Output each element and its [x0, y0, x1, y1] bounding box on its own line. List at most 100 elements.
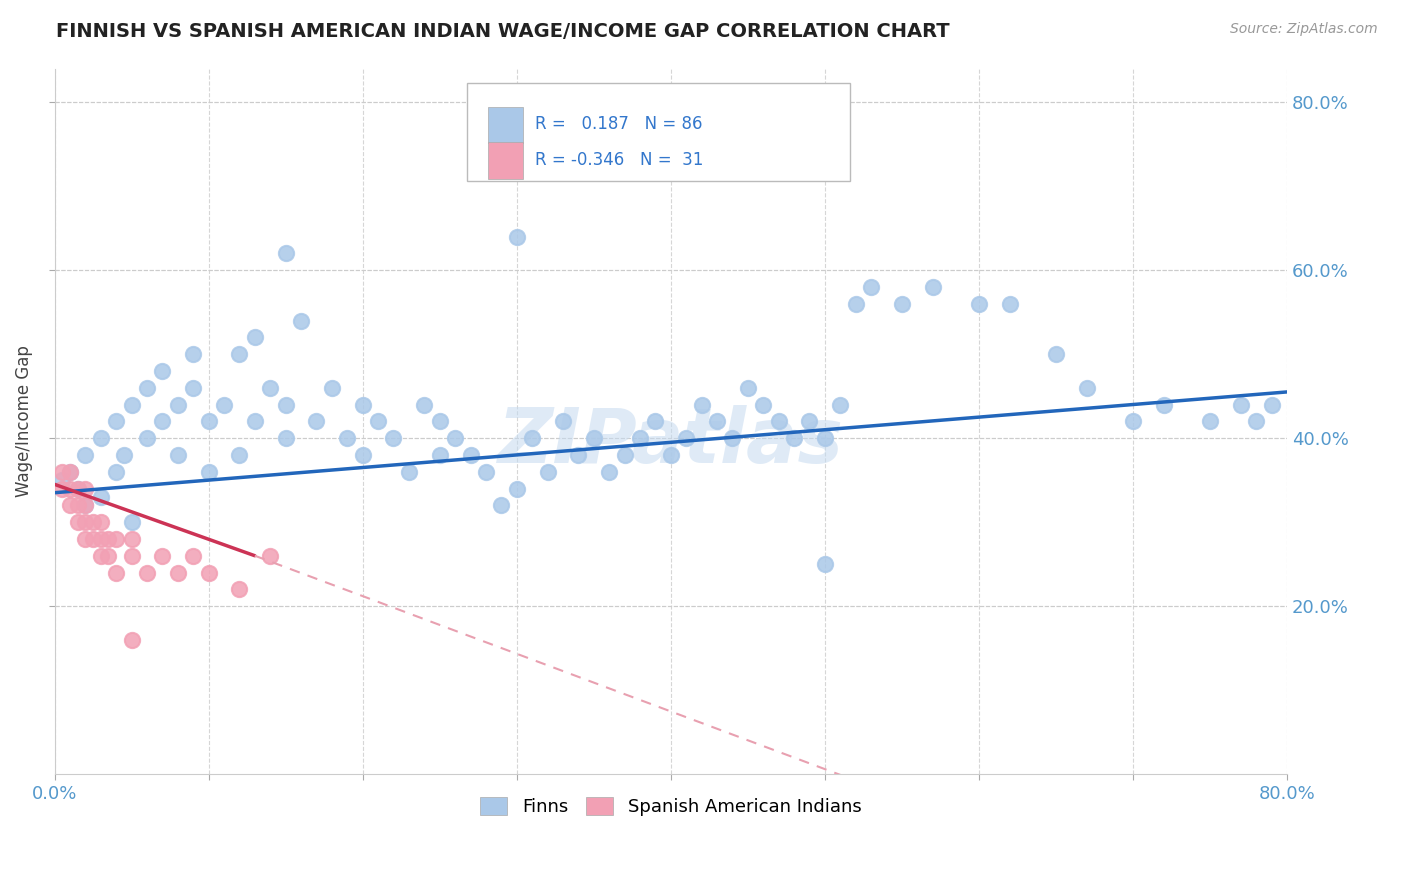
Point	[274, 431, 297, 445]
Point	[150, 414, 173, 428]
Point	[382, 431, 405, 445]
Point	[259, 381, 281, 395]
Point	[82, 515, 104, 529]
Point	[243, 330, 266, 344]
Point	[1260, 398, 1282, 412]
Point	[890, 296, 912, 310]
Point	[598, 465, 620, 479]
Point	[998, 296, 1021, 310]
Point	[506, 229, 529, 244]
Point	[59, 465, 82, 479]
Point	[1045, 347, 1067, 361]
Point	[51, 465, 73, 479]
Point	[212, 398, 235, 412]
Point	[690, 398, 713, 412]
Point	[121, 632, 143, 647]
Point	[398, 465, 420, 479]
Point	[506, 482, 529, 496]
Point	[90, 490, 112, 504]
Point	[121, 532, 143, 546]
Point	[150, 364, 173, 378]
Point	[51, 473, 73, 487]
Y-axis label: Wage/Income Gap: Wage/Income Gap	[15, 345, 32, 497]
Legend: Finns, Spanish American Indians: Finns, Spanish American Indians	[471, 788, 870, 825]
Point	[228, 347, 250, 361]
Point	[352, 448, 374, 462]
Point	[613, 448, 636, 462]
Point	[274, 398, 297, 412]
Point	[429, 414, 451, 428]
Point	[51, 482, 73, 496]
Point	[752, 398, 775, 412]
Point	[860, 280, 883, 294]
Point	[830, 398, 852, 412]
Point	[75, 532, 97, 546]
Point	[90, 549, 112, 563]
Point	[259, 549, 281, 563]
Point	[567, 448, 589, 462]
Point	[75, 515, 97, 529]
FancyBboxPatch shape	[467, 83, 849, 181]
Point	[166, 448, 188, 462]
Point	[814, 557, 837, 571]
Point	[921, 280, 943, 294]
Point	[75, 482, 97, 496]
Point	[136, 381, 159, 395]
Text: ZIPatlas: ZIPatlas	[498, 406, 844, 480]
Point	[166, 398, 188, 412]
Text: R =   0.187   N = 86: R = 0.187 N = 86	[536, 115, 703, 133]
Point	[90, 515, 112, 529]
Point	[706, 414, 728, 428]
Point	[59, 499, 82, 513]
Point	[66, 515, 89, 529]
Point	[105, 532, 128, 546]
Point	[59, 465, 82, 479]
Point	[197, 414, 219, 428]
Point	[97, 549, 120, 563]
Point	[150, 549, 173, 563]
Point	[628, 431, 651, 445]
Point	[274, 246, 297, 260]
Point	[675, 431, 697, 445]
Point	[75, 499, 97, 513]
Point	[814, 431, 837, 445]
Point	[181, 347, 204, 361]
Point	[336, 431, 359, 445]
Point	[491, 499, 513, 513]
Text: FINNISH VS SPANISH AMERICAN INDIAN WAGE/INCOME GAP CORRELATION CHART: FINNISH VS SPANISH AMERICAN INDIAN WAGE/…	[56, 22, 950, 41]
Point	[799, 414, 821, 428]
Point	[136, 431, 159, 445]
Point	[768, 414, 790, 428]
Point	[845, 296, 868, 310]
Point	[66, 499, 89, 513]
Point	[228, 582, 250, 597]
Point	[1246, 414, 1268, 428]
Point	[1199, 414, 1222, 428]
Point	[1122, 414, 1144, 428]
Point	[90, 431, 112, 445]
Point	[105, 566, 128, 580]
Point	[90, 532, 112, 546]
Point	[105, 414, 128, 428]
Point	[121, 549, 143, 563]
Point	[243, 414, 266, 428]
Point	[75, 499, 97, 513]
Point	[460, 448, 482, 462]
Bar	[488, 143, 523, 179]
Point	[659, 448, 682, 462]
Point	[197, 566, 219, 580]
Point	[105, 465, 128, 479]
Point	[181, 549, 204, 563]
Point	[181, 381, 204, 395]
Point	[551, 414, 574, 428]
Point	[82, 532, 104, 546]
Point	[112, 448, 135, 462]
Text: R = -0.346   N =  31: R = -0.346 N = 31	[536, 151, 703, 169]
Point	[413, 398, 436, 412]
Point	[352, 398, 374, 412]
Point	[121, 398, 143, 412]
Point	[582, 431, 605, 445]
Point	[536, 465, 558, 479]
Point	[1153, 398, 1175, 412]
Point	[721, 431, 744, 445]
